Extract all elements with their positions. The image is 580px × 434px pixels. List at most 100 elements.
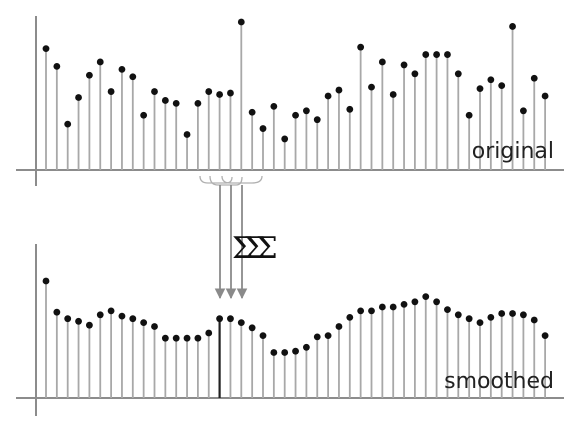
original-label: original	[472, 139, 554, 164]
smoothed-point	[151, 323, 158, 330]
original-signal-panel: original	[16, 16, 564, 186]
smoothing-window: ΣΣΣ	[199, 175, 285, 300]
smoothed-point	[313, 333, 321, 341]
original-point	[259, 125, 267, 132]
smoothed-point	[270, 349, 278, 356]
original-point	[454, 70, 462, 78]
original-point	[86, 71, 93, 79]
sum-operator: ΣΣΣ	[232, 231, 276, 266]
smoothed-point	[216, 315, 224, 323]
original-point	[357, 43, 365, 51]
smoothed-signal-panel: smoothed	[16, 244, 564, 416]
smoothed-point	[248, 324, 256, 332]
smoothed-point	[454, 311, 462, 319]
original-point	[96, 58, 104, 66]
smoothed-point	[259, 332, 267, 339]
original-point	[64, 120, 72, 128]
smoothed-point	[411, 298, 419, 306]
original-point	[151, 88, 158, 95]
original-point	[248, 108, 256, 116]
smoothed-point	[64, 315, 72, 323]
smoothed-point	[42, 277, 50, 285]
original-point	[194, 100, 202, 107]
original-point	[400, 61, 408, 69]
smoothed-point	[227, 315, 234, 323]
window-bracket-left	[199, 175, 233, 184]
original-point	[303, 107, 310, 115]
smoothed-point	[281, 349, 289, 356]
original-point	[140, 111, 148, 119]
smoothed-point	[107, 307, 115, 315]
smoothed-point	[194, 334, 202, 342]
smoothed-point	[53, 308, 61, 316]
smoothed-point	[129, 315, 137, 323]
original-point	[411, 70, 419, 78]
original-point	[465, 111, 473, 119]
smoothed-point	[389, 303, 397, 311]
smoothed-point	[205, 329, 213, 337]
original-point	[292, 111, 299, 119]
original-point	[378, 58, 386, 66]
smoothed-point	[476, 319, 484, 326]
smoothed-point	[303, 343, 310, 351]
smoothed-point	[422, 293, 430, 300]
original-point	[324, 92, 332, 100]
smoothed-label: smoothed	[444, 369, 554, 394]
smoothed-point	[183, 334, 191, 342]
original-point	[520, 107, 527, 115]
smoothed-point	[444, 306, 451, 313]
smoothed-point	[530, 316, 538, 324]
smoothed-point	[357, 307, 365, 315]
original-point	[313, 116, 321, 124]
original-point	[368, 83, 375, 91]
original-point	[281, 135, 289, 143]
smoothed-point	[498, 310, 506, 317]
smoothed-point	[292, 347, 299, 355]
smoothed-point	[75, 317, 82, 325]
smoothed-point	[487, 314, 495, 321]
original-point	[476, 85, 484, 92]
original-point	[335, 86, 343, 94]
original-point	[118, 65, 126, 73]
smoothed-point	[161, 334, 169, 342]
original-point	[444, 51, 451, 58]
original-point	[42, 45, 50, 53]
smoothed-point	[96, 311, 104, 319]
original-point	[270, 102, 278, 110]
original-point	[346, 105, 354, 113]
original-point	[389, 91, 397, 98]
smoothed-point	[509, 310, 516, 317]
smoothed-point	[172, 334, 180, 342]
smoothed-stems	[42, 277, 549, 398]
original-point	[433, 51, 440, 58]
original-point	[422, 51, 430, 58]
original-point	[498, 82, 506, 90]
original-point	[509, 23, 516, 30]
original-point	[216, 91, 224, 98]
smoothed-point	[400, 301, 408, 308]
original-point	[530, 74, 538, 82]
smoothed-point	[368, 307, 375, 315]
smoothed-point	[433, 298, 440, 306]
window-bracket-right	[221, 175, 263, 184]
smoothed-point	[237, 319, 245, 326]
smoothed-point	[465, 315, 473, 323]
original-point	[227, 89, 234, 97]
smoothed-point	[118, 312, 126, 320]
smoothed-point	[378, 303, 386, 311]
window-bracket-center	[209, 175, 243, 186]
smoothed-point	[541, 332, 549, 339]
original-point	[75, 94, 82, 101]
original-point	[205, 88, 213, 95]
smoothed-point	[346, 314, 354, 321]
original-point	[183, 131, 191, 138]
original-point	[129, 73, 137, 81]
smoothed-point	[86, 321, 93, 329]
original-point	[107, 88, 115, 95]
original-point	[161, 97, 169, 104]
original-point	[237, 18, 245, 26]
smoothed-point	[335, 323, 343, 330]
original-stems	[42, 18, 549, 170]
original-point	[487, 76, 495, 84]
